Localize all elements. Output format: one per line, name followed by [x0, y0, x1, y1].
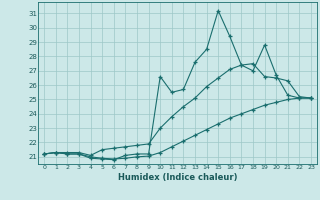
X-axis label: Humidex (Indice chaleur): Humidex (Indice chaleur) [118, 173, 237, 182]
